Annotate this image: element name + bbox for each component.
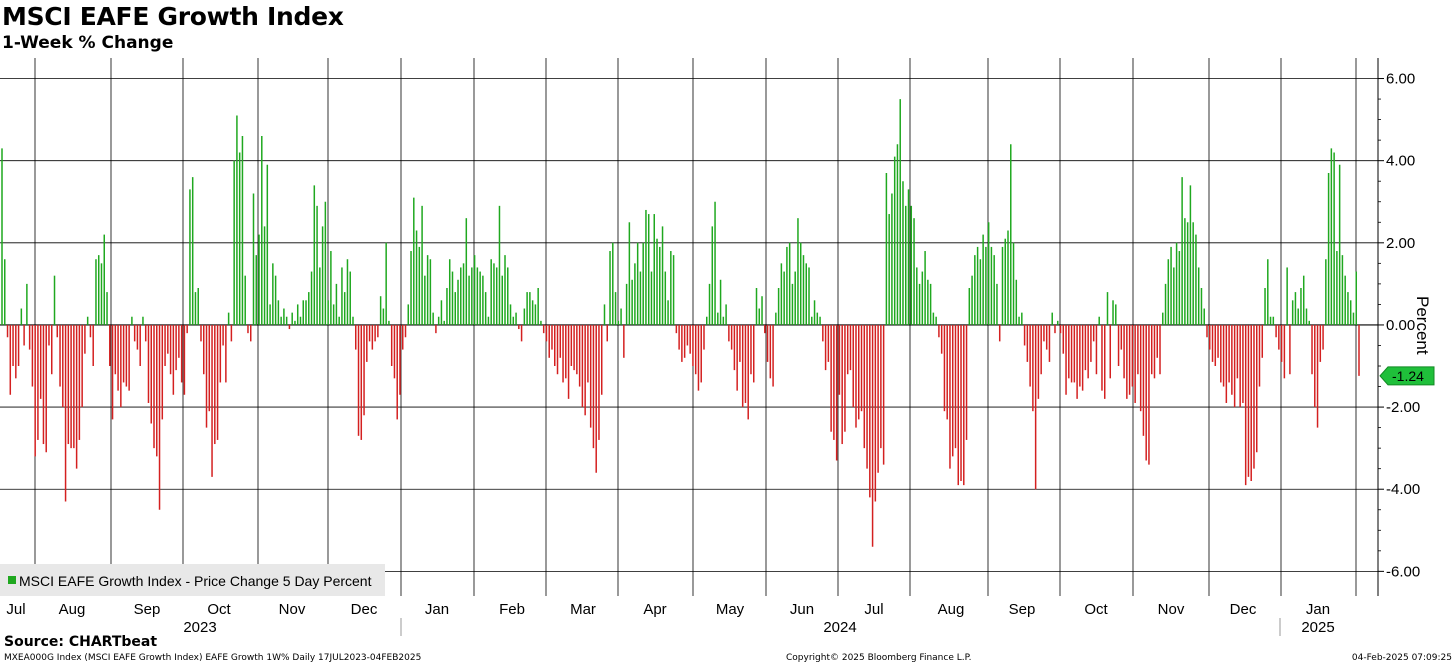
y-tick-label: -2.00 <box>1386 399 1420 416</box>
x-month-label: Jan <box>425 601 449 618</box>
x-month-label: Nov <box>1158 601 1185 618</box>
y-tick-label: 6.00 <box>1386 71 1415 88</box>
y-tick-label: 4.00 <box>1386 153 1415 170</box>
y-tick-label: -6.00 <box>1386 563 1420 580</box>
chart-subtitle: 1-Week % Change <box>2 33 174 53</box>
x-year-label: 2025 <box>1301 619 1334 636</box>
y-tick-label: 0.00 <box>1386 317 1415 334</box>
x-month-label: Mar <box>570 601 596 618</box>
footer-copyright: Copyright© 2025 Bloomberg Finance L.P. <box>786 653 972 663</box>
x-month-label: Dec <box>351 601 378 618</box>
x-month-label: Jan <box>1306 601 1330 618</box>
x-month-label: Aug <box>938 601 965 618</box>
legend-box <box>0 564 385 596</box>
x-month-label: Jul <box>864 601 883 618</box>
x-month-label: Sep <box>1009 601 1036 618</box>
last-value-marker <box>1379 366 1435 386</box>
y-tick-label: 2.00 <box>1386 235 1415 252</box>
x-month-label: Dec <box>1230 601 1257 618</box>
y-axis-label: Percent <box>1413 296 1432 355</box>
last-value-label: -1.24 <box>1392 368 1424 384</box>
chart-title: MSCI EAFE Growth Index <box>2 2 344 31</box>
x-month-label: Aug <box>59 601 86 618</box>
x-month-label: Oct <box>207 601 231 618</box>
x-month-label: Oct <box>1084 601 1108 618</box>
x-month-label: May <box>716 601 745 618</box>
footer-timestamp: 04-Feb-2025 07:09:25 <box>1351 653 1452 663</box>
x-year-label: 2023 <box>183 619 216 636</box>
legend-swatch <box>8 576 16 584</box>
x-month-label: Sep <box>134 601 161 618</box>
x-month-label: Apr <box>643 601 666 618</box>
x-month-label: Nov <box>279 601 306 618</box>
y-tick-label: -4.00 <box>1386 481 1420 498</box>
x-month-label: Jun <box>790 601 814 618</box>
legend-label: MSCI EAFE Growth Index - Price Change 5 … <box>19 573 372 589</box>
x-month-label: Feb <box>499 601 525 618</box>
x-year-label: 2024 <box>823 619 856 636</box>
source-note: Source: CHARTbeat <box>4 634 158 650</box>
x-month-label: Jul <box>6 601 25 618</box>
footer-ticker-info: MXEA000G Index (MSCI EAFE Growth Index) … <box>4 653 422 663</box>
